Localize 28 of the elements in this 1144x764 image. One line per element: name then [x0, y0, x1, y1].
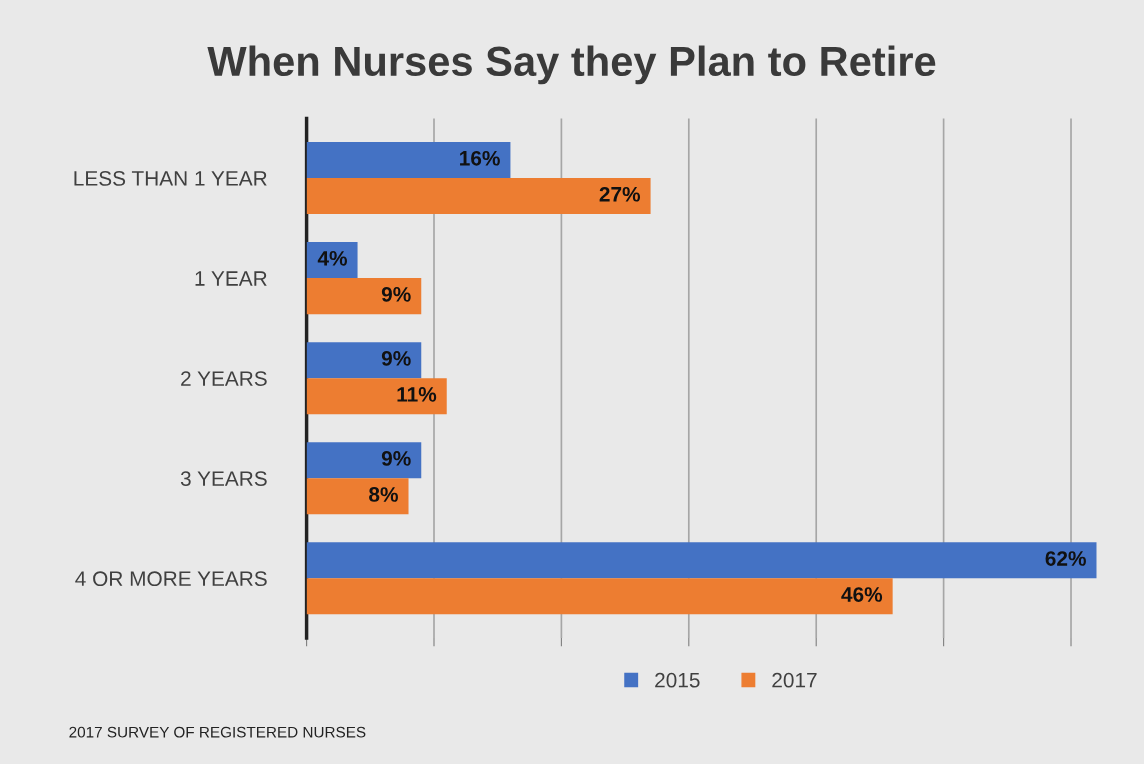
text: 2017 SURVEY OF REGISTERED NURSES: [69, 726, 366, 738]
y-tick-label: 3 YEARS: [180, 471, 267, 486]
y-tick-label: 4 OR MORE YEARS: [75, 571, 267, 587]
y-tick-label: 1 YEAR: [195, 271, 267, 286]
data-label: 46%: [841, 587, 883, 602]
bar: [306, 442, 422, 479]
data-label: 16%: [460, 150, 500, 166]
data-label: 11%: [397, 387, 437, 402]
y-tick-label: 2 YEARS: [181, 371, 267, 386]
bar: [306, 478, 409, 515]
legend-label: 2017: [772, 672, 817, 688]
data-label: 27%: [599, 186, 641, 202]
data-label: 62%: [1045, 551, 1086, 566]
data-label: 9%: [381, 351, 411, 366]
data-label: 9%: [381, 451, 411, 466]
bar: [306, 378, 447, 415]
bar: [306, 142, 511, 179]
bar: [306, 178, 651, 215]
data-label: 8%: [369, 487, 398, 502]
bar: [306, 278, 422, 315]
bar: [306, 542, 1097, 579]
bar: [306, 578, 893, 615]
legend-label: 2015: [655, 672, 700, 688]
data-label: 9%: [381, 286, 411, 302]
data-label: 4%: [317, 251, 347, 266]
bar: [306, 342, 422, 379]
chart-title: When Nurses Say they Plan to Retire: [207, 45, 936, 85]
y-tick-label: LESS THAN 1 YEAR: [74, 171, 267, 186]
